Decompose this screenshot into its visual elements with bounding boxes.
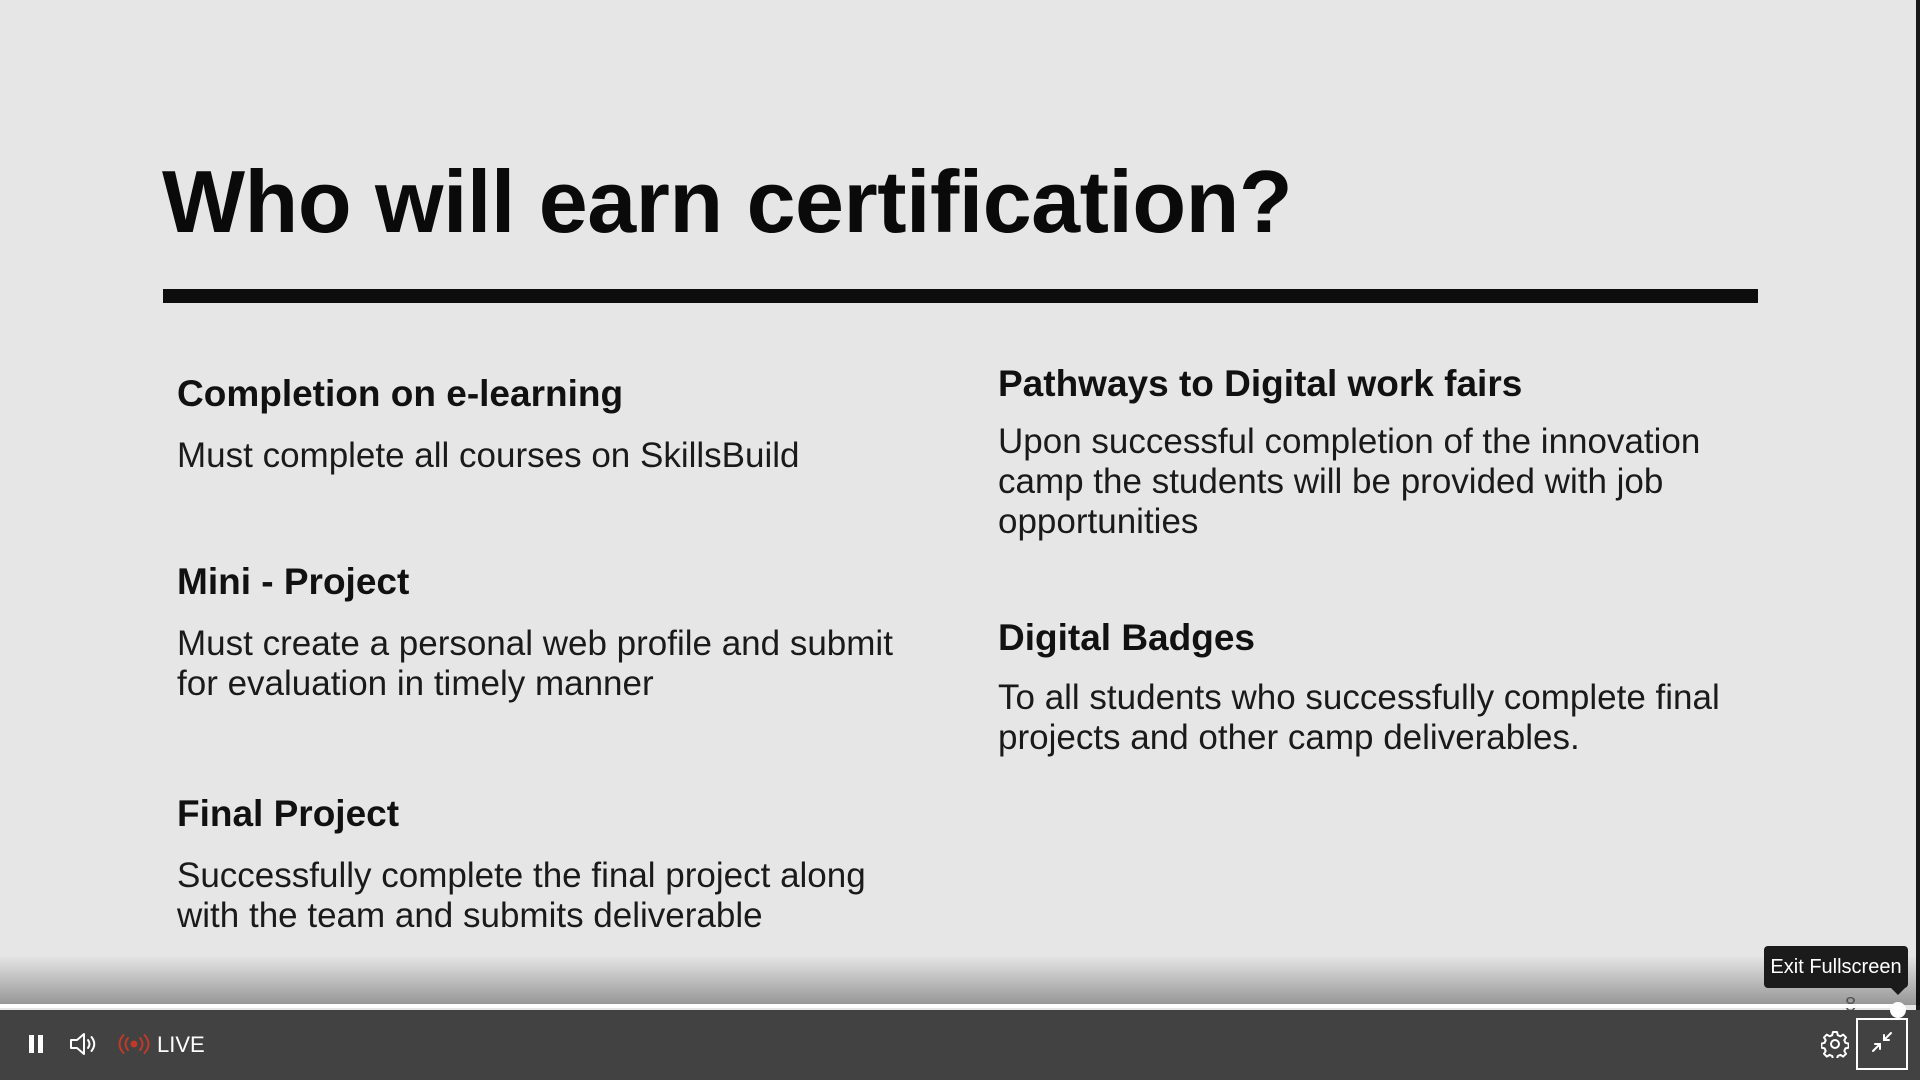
section-pathways-work-fairs: Pathways to Digital work fairs Upon succ… [998, 363, 1758, 542]
gear-icon [1820, 1030, 1850, 1063]
section-heading: Mini - Project [177, 561, 410, 602]
progress-thumb[interactable] [1890, 1002, 1906, 1018]
live-label: LIVE [157, 1032, 205, 1057]
pause-icon [26, 1033, 46, 1060]
live-broadcast-icon [117, 1033, 151, 1060]
volume-icon [69, 1031, 99, 1062]
slide-edge [1916, 0, 1920, 1080]
section-heading: Pathways to Digital work fairs [998, 363, 1523, 404]
section-final-project: Final Project Successfully complete the … [177, 793, 937, 936]
section-heading: Completion on e-learning [177, 373, 624, 414]
section-mini-project: Mini - Project Must create a personal we… [177, 561, 937, 704]
settings-button[interactable] [1817, 1028, 1853, 1064]
volume-button[interactable] [66, 1028, 102, 1064]
section-body: To all students who successfully complet… [998, 677, 1720, 757]
exit-fullscreen-icon [1871, 1031, 1893, 1058]
exit-fullscreen-tooltip: Exit Fullscreen [1764, 946, 1908, 988]
slide-title: Who will earn certification? [162, 152, 1293, 251]
exit-fullscreen-button[interactable] [1856, 1018, 1908, 1070]
tooltip-arrow [1890, 987, 1906, 995]
progress-fill [0, 1004, 1898, 1008]
live-indicator[interactable] [114, 1028, 154, 1064]
section-body: Must create a personal web profile and s… [177, 623, 893, 703]
section-completion-elearning: Completion on e-learning Must complete a… [177, 373, 937, 476]
section-body: Upon successful completion of the innova… [998, 421, 1701, 542]
video-player-controls: LIVE [0, 1000, 1920, 1080]
control-bar [0, 1010, 1920, 1080]
section-digital-badges: Digital Badges To all students who succe… [998, 617, 1758, 758]
section-heading: Digital Badges [998, 617, 1255, 658]
progress-bar[interactable] [0, 1002, 1906, 1018]
section-body: Successfully complete the final project … [177, 855, 866, 935]
controls-shadow [0, 955, 1920, 1005]
section-body: Must complete all courses on SkillsBuild [177, 435, 800, 475]
section-heading: Final Project [177, 793, 400, 834]
pause-button[interactable] [18, 1028, 54, 1064]
title-divider [163, 289, 1758, 303]
